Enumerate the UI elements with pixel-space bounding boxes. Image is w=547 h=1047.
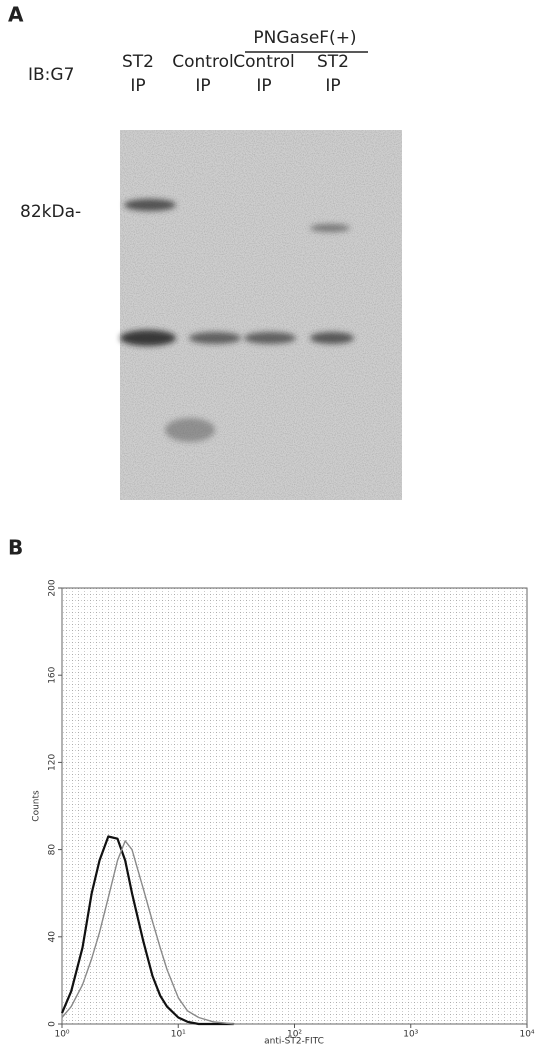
lane-label: IP xyxy=(195,76,210,96)
x-tick-label: 10² xyxy=(287,1030,302,1040)
panel-label: B xyxy=(8,536,23,560)
x-tick-label: 10¹ xyxy=(171,1030,186,1040)
lane-label: ST2 xyxy=(122,52,154,72)
y-tick-label: 0 xyxy=(48,1021,58,1027)
y-axis-label: Counts xyxy=(32,790,42,822)
y-tick-label: 160 xyxy=(48,666,58,683)
bands xyxy=(120,199,354,442)
marker-label: 82kDa- xyxy=(20,202,81,222)
lane-label: IP xyxy=(256,76,271,96)
y-tick-label: 40 xyxy=(48,931,58,943)
x-tick-label: 10³ xyxy=(403,1030,418,1040)
lane-label: Control xyxy=(233,52,294,72)
y-tick-label: 80 xyxy=(48,844,58,856)
x-axis-label: anti-ST2-FITC xyxy=(264,1037,324,1047)
blot-label: IB:G7 xyxy=(28,65,74,85)
y-tick-label: 120 xyxy=(48,754,58,771)
y-tick-label: 200 xyxy=(48,579,58,596)
lane-label: Control xyxy=(172,52,233,72)
series-line xyxy=(61,840,234,1025)
blot-texture xyxy=(120,130,402,500)
x-tick-label: 10⁴ xyxy=(519,1030,534,1040)
blot-header: PNGaseF(+) xyxy=(253,28,356,48)
series-line xyxy=(60,835,234,1026)
panel-label: A xyxy=(8,3,24,27)
lane-label: ST2 xyxy=(317,52,349,72)
plot-area xyxy=(61,587,528,1025)
x-tick-label: 10⁰ xyxy=(54,1030,69,1040)
lane-label: IP xyxy=(325,76,340,96)
lane-label: IP xyxy=(130,76,145,96)
